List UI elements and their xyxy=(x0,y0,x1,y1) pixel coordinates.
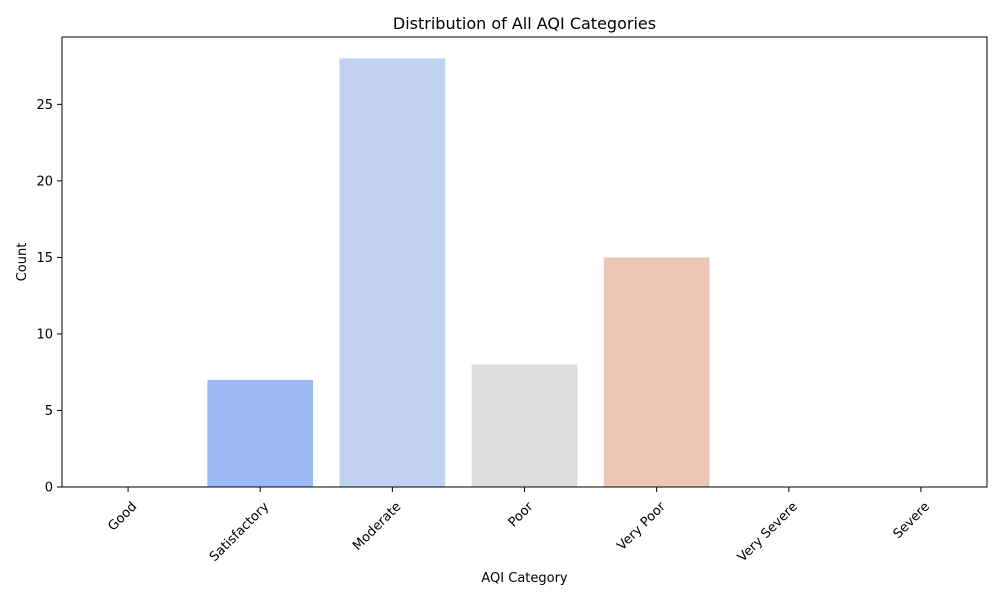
y-tick-label: 15 xyxy=(36,251,53,266)
y-tick-label: 5 xyxy=(45,404,53,419)
plot-frame xyxy=(61,36,988,488)
x-tick-label: Very Poor xyxy=(614,499,669,554)
x-axis-ticks: Good Satisfactory Moderate Poor Very Poor Ver… xyxy=(105,487,933,565)
x-tick-label: Poor xyxy=(506,499,537,530)
y-tick-label: 25 xyxy=(36,98,53,113)
x-axis-label: AQI Category xyxy=(481,571,568,586)
x-tick-label: Good xyxy=(105,499,140,534)
x-tick-label: Satisfactory xyxy=(207,499,273,565)
y-axis-ticks: 0 5 10 15 20 25 xyxy=(36,98,62,496)
chart-title: Distribution of All AQI Categories xyxy=(393,14,656,33)
x-tick-label: Moderate xyxy=(350,499,404,553)
bars-group xyxy=(207,58,710,488)
y-tick-label: 10 xyxy=(36,327,53,342)
y-tick-label: 20 xyxy=(36,174,53,189)
y-axis-label: Count xyxy=(15,243,30,282)
x-tick-label: Severe xyxy=(891,499,933,541)
y-tick-label: 0 xyxy=(45,481,53,496)
x-tick-label: Very Severe xyxy=(735,499,801,565)
bar-satisfactory xyxy=(207,379,314,487)
bar-moderate xyxy=(339,58,446,488)
bar-poor xyxy=(471,364,578,487)
bar-very-poor xyxy=(603,257,710,487)
